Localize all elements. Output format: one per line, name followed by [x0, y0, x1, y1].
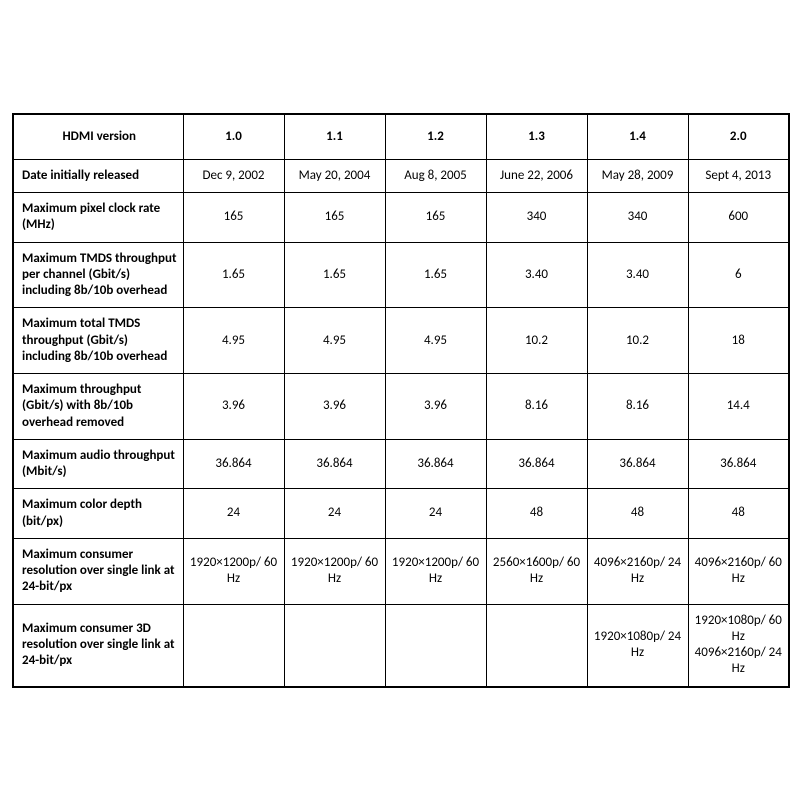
row-label: Maximum TMDS throughput per channel (Gbi… — [13, 242, 183, 308]
cell: 36.864 — [385, 439, 486, 489]
row-label: Date initially released — [13, 159, 183, 192]
row-label: Maximum total TMDS throughput (Gbit/s) i… — [13, 308, 183, 374]
cell: 1.65 — [284, 242, 385, 308]
cell: 36.864 — [587, 439, 688, 489]
cell: 1920×1200p/ 60 Hz — [385, 538, 486, 604]
cell: 1.65 — [183, 242, 284, 308]
cell: 36.864 — [183, 439, 284, 489]
table-row: Maximum consumer 3D resolution over sing… — [13, 604, 789, 687]
row-label: Maximum color depth (bit/px) — [13, 489, 183, 539]
table-row: Maximum consumer resolution over single … — [13, 538, 789, 604]
row-label: Maximum throughput (Gbit/s) with 8b/10b … — [13, 374, 183, 440]
table-row: Maximum color depth (bit/px)242424484848 — [13, 489, 789, 539]
cell: 165 — [183, 193, 284, 243]
cell: 1.65 — [385, 242, 486, 308]
cell: 3.96 — [385, 374, 486, 440]
cell: 48 — [688, 489, 789, 539]
table-row: Maximum pixel clock rate (MHz)1651651653… — [13, 193, 789, 243]
table-row: Maximum audio throughput (Mbit/s)36.8643… — [13, 439, 789, 489]
table-row: Maximum TMDS throughput per channel (Gbi… — [13, 242, 789, 308]
cell: 3.40 — [587, 242, 688, 308]
cell: 1920×1080p/ 24 Hz — [587, 604, 688, 687]
cell: 600 — [688, 193, 789, 243]
cell — [183, 604, 284, 687]
cell: 8.16 — [486, 374, 587, 440]
table-header-row: HDMI version 1.0 1.1 1.2 1.3 1.4 2.0 — [13, 114, 789, 160]
cell: 1920×1200p/ 60 Hz — [284, 538, 385, 604]
cell: 18 — [688, 308, 789, 374]
cell: 8.16 — [587, 374, 688, 440]
cell: May 20, 2004 — [284, 159, 385, 192]
version-col-0: 1.0 — [183, 114, 284, 160]
row-label: Maximum consumer resolution over single … — [13, 538, 183, 604]
cell: 165 — [385, 193, 486, 243]
cell: 24 — [284, 489, 385, 539]
version-col-3: 1.3 — [486, 114, 587, 160]
cell — [486, 604, 587, 687]
version-col-5: 2.0 — [688, 114, 789, 160]
table-row: Date initially releasedDec 9, 2002May 20… — [13, 159, 789, 192]
row-label: Maximum audio throughput (Mbit/s) — [13, 439, 183, 489]
table-row: Maximum throughput (Gbit/s) with 8b/10b … — [13, 374, 789, 440]
version-col-2: 1.2 — [385, 114, 486, 160]
cell: 48 — [587, 489, 688, 539]
row-label: Maximum consumer 3D resolution over sing… — [13, 604, 183, 687]
cell: 36.864 — [688, 439, 789, 489]
row-label: Maximum pixel clock rate (MHz) — [13, 193, 183, 243]
cell: 6 — [688, 242, 789, 308]
cell: 24 — [183, 489, 284, 539]
cell: 340 — [486, 193, 587, 243]
cell: 340 — [587, 193, 688, 243]
hdmi-versions-table: HDMI version 1.0 1.1 1.2 1.3 1.4 2.0 Dat… — [12, 113, 790, 688]
cell: 165 — [284, 193, 385, 243]
cell — [284, 604, 385, 687]
cell: 1920×1080p/ 60 Hz4096×2160p/ 24 Hz — [688, 604, 789, 687]
cell: 4.95 — [284, 308, 385, 374]
cell: 24 — [385, 489, 486, 539]
cell: 48 — [486, 489, 587, 539]
cell: June 22, 2006 — [486, 159, 587, 192]
version-col-1: 1.1 — [284, 114, 385, 160]
cell: May 28, 2009 — [587, 159, 688, 192]
table-row: Maximum total TMDS throughput (Gbit/s) i… — [13, 308, 789, 374]
version-col-4: 1.4 — [587, 114, 688, 160]
cell: 36.864 — [486, 439, 587, 489]
cell: Dec 9, 2002 — [183, 159, 284, 192]
table-body: Date initially releasedDec 9, 2002May 20… — [13, 159, 789, 686]
cell: 4096×2160p/ 24 Hz — [587, 538, 688, 604]
cell: 4.95 — [385, 308, 486, 374]
cell: Sept 4, 2013 — [688, 159, 789, 192]
cell: 14.4 — [688, 374, 789, 440]
cell: 10.2 — [486, 308, 587, 374]
cell: 4.95 — [183, 308, 284, 374]
cell: 2560×1600p/ 60 Hz — [486, 538, 587, 604]
cell: 3.96 — [284, 374, 385, 440]
cell: Aug 8, 2005 — [385, 159, 486, 192]
cell: 3.40 — [486, 242, 587, 308]
cell: 10.2 — [587, 308, 688, 374]
cell — [385, 604, 486, 687]
cell: 1920×1200p/ 60 Hz — [183, 538, 284, 604]
header-label: HDMI version — [13, 114, 183, 160]
cell: 36.864 — [284, 439, 385, 489]
cell: 3.96 — [183, 374, 284, 440]
cell: 4096×2160p/ 60 Hz — [688, 538, 789, 604]
